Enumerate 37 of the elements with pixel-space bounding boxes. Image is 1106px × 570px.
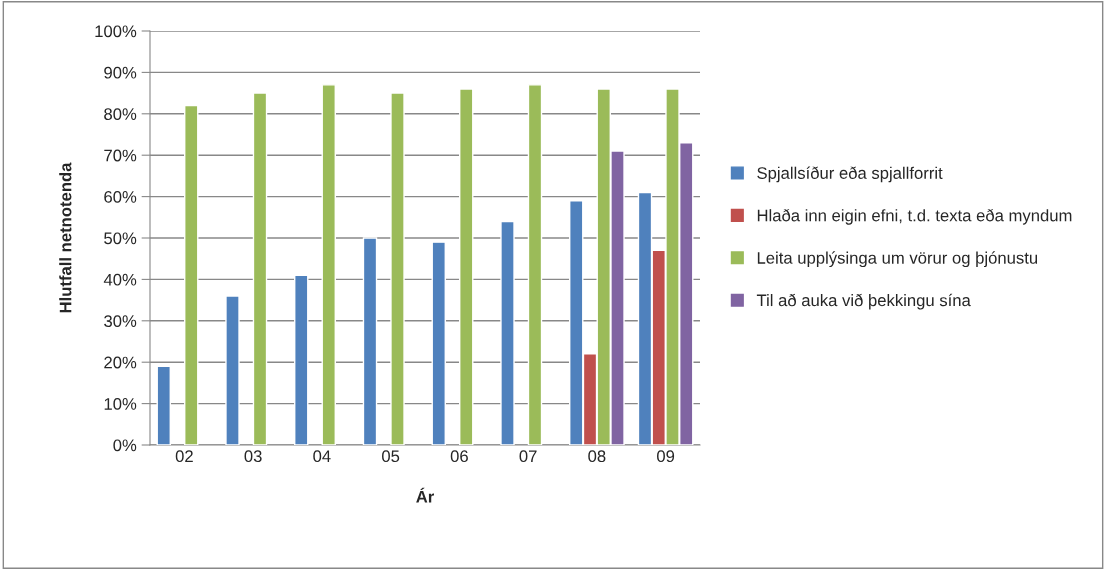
y-tick-label: 50% — [104, 232, 137, 245]
y-axis-title: Hlutfall netnotenda — [59, 162, 72, 313]
x-tick-label: 03 — [244, 450, 262, 463]
y-tick-label: 90% — [104, 66, 137, 79]
y-tick-label: 40% — [103, 273, 137, 286]
x-tick-label: 09 — [657, 450, 675, 463]
x-tick-label: 02 — [175, 450, 193, 463]
y-tick-label: 70% — [104, 149, 137, 162]
bar — [184, 104, 199, 445]
legend-label: Til að auka við þekkingu sína — [756, 293, 971, 310]
y-tick-label: 80% — [104, 108, 137, 120]
bar — [362, 237, 378, 445]
x-axis-title: Ár — [416, 487, 435, 503]
bar — [294, 274, 309, 445]
x-tick-label: 04 — [313, 450, 331, 463]
x-tick-label: 06 — [450, 450, 468, 463]
y-tick-label: 30% — [104, 315, 137, 327]
bar — [321, 84, 336, 445]
y-tick-label: 60% — [104, 191, 137, 203]
x-tick-label: 08 — [588, 450, 606, 463]
y-tick-label: 0% — [113, 439, 137, 452]
x-tick-label: 07 — [519, 450, 537, 463]
bar — [500, 220, 515, 445]
legend-label: Hlaða inn eigin efni, t.d. texta eða myndum — [757, 208, 1072, 225]
bar — [459, 88, 474, 445]
bar — [225, 295, 240, 445]
legend-label: Leita upplýsinga um vörur og þjónustu — [757, 251, 1038, 268]
legend-label: Spjallsíður eða spjallforrit — [757, 166, 943, 183]
bar — [252, 92, 268, 445]
x-tick-label: 05 — [382, 450, 400, 463]
bar — [527, 84, 543, 445]
bar — [390, 92, 405, 445]
y-tick-label: 20% — [104, 356, 137, 369]
y-tick-label: 100% — [95, 25, 137, 38]
bar — [156, 365, 171, 445]
y-tick-label: 10% — [104, 398, 137, 410]
bar — [431, 241, 446, 445]
